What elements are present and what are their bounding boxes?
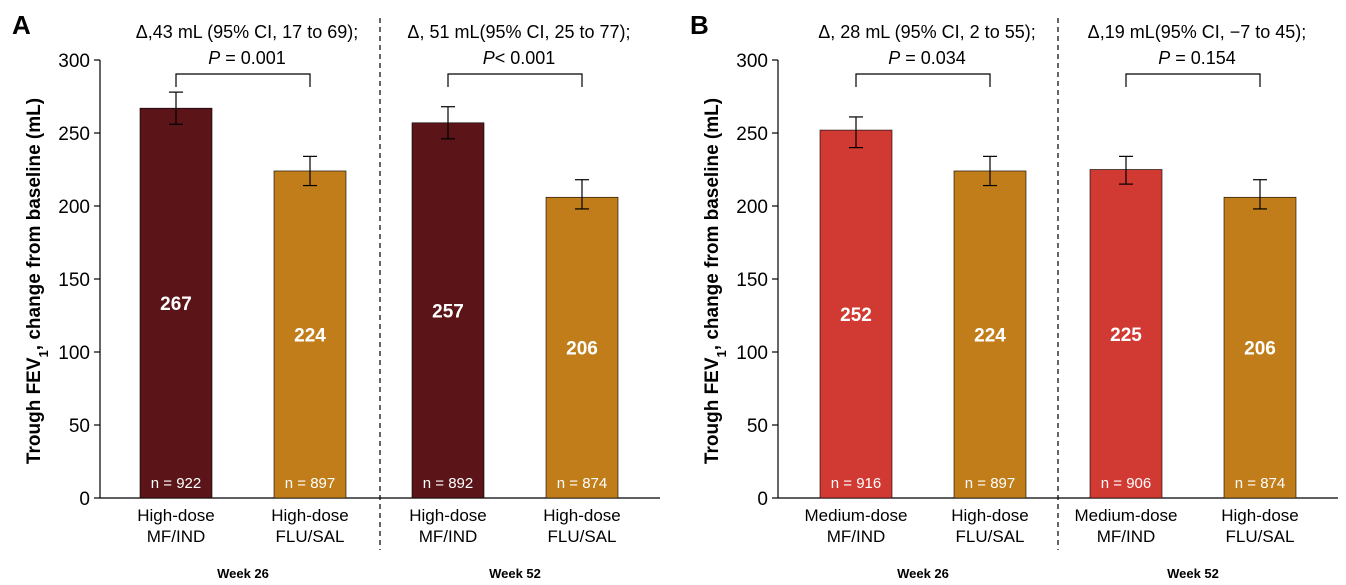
bar-n-label: n = 906	[1101, 475, 1151, 492]
difference-annotation: Δ,19 mL(95% CI, −7 to 45);	[1088, 22, 1307, 42]
y-axis-label: Trough FEV1, change from baseline (mL)	[24, 98, 51, 464]
category-label: High-dose	[137, 506, 215, 525]
week-label: Week 26	[897, 566, 949, 581]
category-label: FLU/SAL	[1226, 527, 1295, 546]
panel-letter: B	[690, 10, 709, 40]
y-tick-label: 150	[58, 270, 90, 291]
bar-value-label: 252	[840, 305, 872, 326]
difference-annotation: Δ, 28 mL (95% CI, 2 to 55);	[818, 22, 1035, 42]
difference-annotation: Δ, 51 mL(95% CI, 25 to 77);	[407, 22, 630, 42]
category-label: High-dose	[1221, 506, 1299, 525]
bar-n-label: n = 874	[557, 475, 607, 492]
week-label: Week 52	[1167, 566, 1219, 581]
p-value-annotation: P< 0.001	[483, 48, 556, 68]
bar-n-label: n = 874	[1235, 475, 1285, 492]
difference-annotation: Δ,43 mL (95% CI, 17 to 69);	[136, 22, 358, 42]
bar-n-label: n = 892	[423, 475, 473, 492]
y-tick-label: 50	[69, 416, 90, 437]
y-tick-label: 100	[58, 343, 90, 364]
bar-n-label: n = 922	[151, 475, 201, 492]
bar	[545, 196, 619, 499]
bar-value-label: 257	[432, 301, 464, 322]
category-label: MF/IND	[827, 527, 886, 546]
week-label: Week 26	[217, 566, 269, 581]
comparison-bracket	[175, 73, 311, 87]
bar-n-label: n = 897	[285, 475, 335, 492]
category-label: High-dose	[543, 506, 621, 525]
bar-value-label: 267	[160, 294, 192, 315]
p-value-annotation: P = 0.034	[888, 48, 966, 68]
y-tick-label: 50	[747, 416, 768, 437]
category-label: FLU/SAL	[548, 527, 617, 546]
y-tick-label: 0	[757, 489, 768, 510]
category-label: Medium-dose	[1075, 506, 1178, 525]
bar-value-label: 224	[974, 325, 1006, 346]
bar	[953, 170, 1027, 499]
y-tick-label: 300	[58, 51, 90, 72]
category-label: High-dose	[409, 506, 487, 525]
bar	[819, 129, 893, 499]
category-label: Medium-dose	[805, 506, 908, 525]
category-label: High-dose	[271, 506, 349, 525]
category-label: FLU/SAL	[276, 527, 345, 546]
bar-value-label: 224	[294, 325, 326, 346]
bar-n-label: n = 916	[831, 475, 881, 492]
comparison-bracket	[447, 73, 583, 87]
y-axis-label: Trough FEV1, change from baseline (mL)	[702, 98, 729, 464]
category-label: MF/IND	[147, 527, 206, 546]
bar	[139, 107, 213, 499]
p-value-annotation: P = 0.001	[208, 48, 286, 68]
bar	[273, 170, 347, 499]
category-label: High-dose	[951, 506, 1029, 525]
y-tick-label: 250	[58, 124, 90, 145]
bar	[1089, 169, 1163, 499]
comparison-bracket	[1125, 73, 1261, 87]
category-label: MF/IND	[419, 527, 478, 546]
bar	[411, 122, 485, 499]
category-label: MF/IND	[1097, 527, 1156, 546]
y-tick-label: 300	[736, 51, 768, 72]
bar-value-label: 225	[1110, 325, 1142, 346]
y-tick-label: 200	[736, 197, 768, 218]
bar-n-label: n = 897	[965, 475, 1015, 492]
bar-value-label: 206	[1244, 339, 1276, 360]
week-label: Week 52	[489, 566, 541, 581]
y-tick-label: 100	[736, 343, 768, 364]
y-tick-label: 150	[736, 270, 768, 291]
y-tick-label: 0	[79, 489, 90, 510]
p-value-annotation: P = 0.154	[1158, 48, 1236, 68]
comparison-bracket	[855, 73, 991, 87]
chart-panel-b: B 0 50 100 150 200 250 300 Trough FEV1, change f…	[690, 10, 1338, 581]
panel-letter: A	[12, 10, 31, 40]
category-label: FLU/SAL	[956, 527, 1025, 546]
y-tick-label: 250	[736, 124, 768, 145]
bar-value-label: 206	[566, 339, 598, 360]
y-tick-label: 200	[58, 197, 90, 218]
chart-panel-a: A 0 50 100 150 200 250 300 Trough FEV1, change f…	[12, 10, 660, 581]
